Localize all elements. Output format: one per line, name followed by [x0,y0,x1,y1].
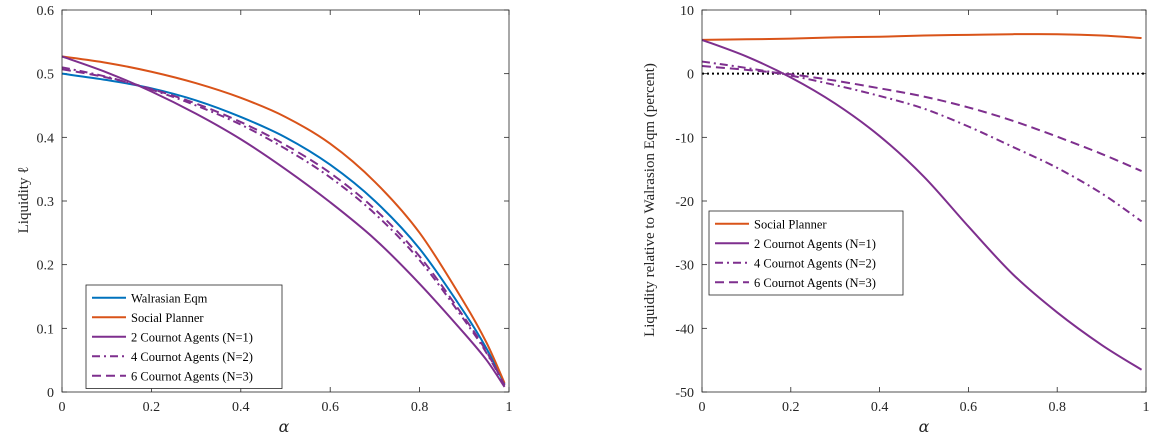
legend-entry: Social Planner [131,311,204,325]
left-y-axis-label: Liquidity ℓ [16,167,32,234]
x-tick-label: 0.4 [871,400,889,415]
x-tick-label: 0.8 [1048,400,1066,415]
right-series-line-1 [701,33,1142,41]
left-series-line-5 [61,68,506,386]
left-series-line-3 [61,55,506,388]
left-series-line-2 [61,55,506,384]
y-tick-label: -10 [675,131,694,146]
legend-entry: 6 Cournot Agents (N=3) [754,276,876,290]
legend-entry: Social Planner [754,217,827,231]
y-tick-label: 0.2 [37,259,55,274]
y-tick-label: -20 [675,195,694,210]
x-tick-label: 0.6 [960,400,978,415]
left-axis-frame [61,9,510,393]
y-tick-label: 0.1 [37,322,55,337]
legend-entry: 6 Cournot Agents (N=3) [131,369,253,383]
x-tick-label: 1 [1143,400,1150,415]
right-series-lines [701,33,1146,371]
x-tick-label: 0.8 [411,400,429,415]
legend-entry: 4 Cournot Agents (N=2) [131,350,253,364]
left-legend: Walrasian Eqm Social Planner 2 Cournot Age… [85,284,283,389]
legend-entry: 4 Cournot Agents (N=2) [754,256,876,270]
x-tick-label: 0.2 [143,400,161,415]
y-tick-label: 0.4 [37,131,55,146]
liquidity-relative-chart: Liquidity relative to Walrasion Eqm (per… [642,4,1150,436]
right-series-line-3 [701,60,1143,223]
left-ticks: 0 0.2 0.4 0.6 0.8 1 0 0.1 0.2 0.3 0.4 0.5 0.6 [37,4,513,415]
y-tick-label: 0.6 [37,4,55,19]
right-series-line-2 [701,38,1143,371]
y-tick-label: 0.3 [37,195,55,210]
right-axis-frame [701,9,1147,393]
x-tick-label: 0 [699,400,706,415]
y-tick-label: 0 [47,386,54,401]
y-tick-label: -40 [675,322,694,337]
x-tick-label: 0.2 [782,400,800,415]
legend-entry: 2 Cournot Agents (N=1) [131,330,253,344]
right-x-axis-label: α [919,417,930,436]
left-x-axis-label: α [279,417,290,436]
y-tick-label: -30 [675,259,694,274]
right-legend: Social Planner 2 Cournot Agents (N=1) 4 Co… [708,210,904,296]
right-series-line-4 [701,65,1142,172]
x-tick-label: 0.6 [321,400,339,415]
right-y-axis-label: Liquidity relative to Walrasion Eqm (per… [642,63,658,337]
right-ticks: 0 0.2 0.4 0.6 0.8 1 -50 -40 -30 -20 -10 0 10 [675,4,1149,415]
left-series-lines [61,55,506,388]
y-tick-label: 10 [680,4,694,19]
y-tick-label: -50 [675,386,694,401]
x-tick-label: 1 [506,400,513,415]
x-tick-label: 0.4 [232,400,250,415]
y-tick-label: 0 [687,68,694,83]
legend-box [708,210,904,296]
y-tick-label: 0.5 [37,68,55,83]
x-tick-label: 0 [59,400,66,415]
legend-entry: 2 Cournot Agents (N=1) [754,237,876,251]
liquidity-level-chart: Liquidity ℓ α 0 0.2 0.4 0.6 0.8 1 0 0.1 0.2 0.3 0.… [16,4,513,436]
legend-entry: Walrasian Eqm [131,291,208,305]
